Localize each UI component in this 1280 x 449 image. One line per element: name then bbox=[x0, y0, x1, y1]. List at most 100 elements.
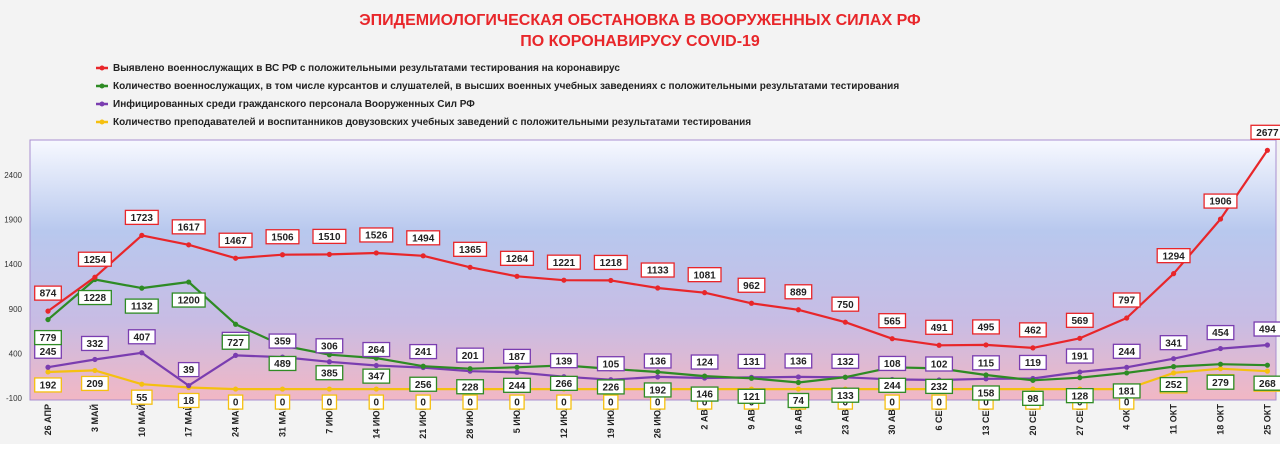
data-label-box bbox=[77, 251, 112, 267]
data-label-2-19: 102 bbox=[925, 356, 954, 372]
data-label-box bbox=[787, 392, 810, 409]
data-label-text: 1081 bbox=[693, 270, 716, 281]
data-label-box bbox=[925, 319, 954, 335]
data-label-box bbox=[77, 289, 112, 306]
data-label-1-15: 121 bbox=[737, 388, 766, 404]
data-label-box bbox=[274, 394, 291, 410]
data-point bbox=[279, 386, 286, 392]
data-label-text: 727 bbox=[227, 338, 244, 349]
data-label-text: 252 bbox=[1165, 380, 1182, 391]
data-label-0-4: 1467 bbox=[218, 232, 253, 248]
data-label-text: 0 bbox=[608, 398, 614, 409]
data-label-box bbox=[972, 385, 1000, 401]
data-label-2-14: 124 bbox=[690, 354, 719, 370]
data-label-box bbox=[643, 382, 672, 398]
data-label-1-24: 252 bbox=[1159, 376, 1188, 393]
data-label-box bbox=[878, 377, 907, 393]
data-label-box bbox=[227, 394, 244, 410]
data-label-text: 102 bbox=[931, 360, 948, 371]
data-label-2-5: 359 bbox=[268, 333, 297, 349]
data-label-3-8: 0 bbox=[415, 394, 431, 410]
data-point bbox=[92, 274, 98, 280]
data-label-box bbox=[687, 267, 722, 283]
x-tick-label-9: 28 ИЮН bbox=[465, 404, 475, 439]
data-label-1-10: 244 bbox=[503, 377, 531, 393]
data-label-1-0: 779 bbox=[34, 329, 62, 346]
data-point bbox=[186, 383, 192, 389]
data-label-text: 115 bbox=[978, 358, 995, 369]
x-tick-label-4: 24 МАЙ bbox=[230, 404, 241, 437]
data-label-text: 0 bbox=[1124, 398, 1130, 409]
x-tick-label-15: 9 АВГ bbox=[747, 404, 757, 430]
data-label-box bbox=[1065, 312, 1094, 328]
data-point bbox=[608, 277, 614, 284]
data-label-box bbox=[690, 354, 719, 370]
data-label-0-1: 1254 bbox=[77, 251, 112, 267]
data-label-box bbox=[1018, 354, 1047, 371]
data-label-0-23: 797 bbox=[1112, 292, 1141, 308]
data-label-text: 209 bbox=[87, 379, 104, 390]
y-tick-label-0: -100 bbox=[6, 394, 23, 403]
data-label-3-5: 0 bbox=[274, 394, 291, 410]
data-label-box bbox=[312, 228, 347, 245]
legend: Выявлено военнослужащих в ВС РФ с положи… bbox=[96, 63, 899, 128]
data-label-box bbox=[177, 361, 200, 378]
data-point bbox=[1124, 364, 1130, 370]
data-label-text: 226 bbox=[602, 383, 619, 394]
data-label-text: 495 bbox=[978, 323, 995, 334]
data-point bbox=[983, 342, 989, 348]
x-tick-label-1: 3 МАЙ bbox=[89, 404, 100, 432]
data-point bbox=[748, 300, 755, 306]
y-tick-label-1: 400 bbox=[9, 349, 23, 358]
data-label-0-3: 1617 bbox=[171, 219, 206, 235]
data-label-box bbox=[1065, 348, 1094, 364]
data-label-box bbox=[831, 387, 860, 403]
legend-marker-0 bbox=[99, 65, 105, 71]
data-label-1-2: 1132 bbox=[124, 298, 159, 314]
chart-subtitle: ПО КОРОНАВИРУСУ COVID-19 bbox=[520, 33, 760, 50]
data-label-box bbox=[831, 296, 860, 312]
data-label-box bbox=[546, 254, 581, 270]
data-label-3-10: 0 bbox=[509, 394, 525, 410]
data-label-text: 797 bbox=[1118, 296, 1135, 307]
data-label-box bbox=[1065, 388, 1094, 404]
data-point bbox=[1171, 370, 1177, 376]
data-label-text: 241 bbox=[415, 347, 432, 358]
data-label-1-13: 192 bbox=[643, 382, 672, 398]
data-label-0-2: 1723 bbox=[124, 209, 159, 226]
data-label-text: 359 bbox=[274, 337, 291, 348]
data-label-1-8: 256 bbox=[409, 376, 438, 392]
data-label-2-11: 139 bbox=[549, 353, 578, 369]
data-point bbox=[655, 285, 661, 291]
data-label-3-18: 0 bbox=[884, 394, 900, 410]
legend-marker-1 bbox=[99, 83, 105, 89]
data-label-text: 750 bbox=[837, 300, 854, 311]
data-label-2-1: 332 bbox=[80, 335, 109, 352]
data-point bbox=[655, 369, 661, 375]
data-label-text: 74 bbox=[793, 396, 805, 407]
data-label-text: 1294 bbox=[1162, 251, 1185, 262]
data-label-text: 264 bbox=[368, 345, 385, 356]
data-label-0-9: 1365 bbox=[453, 241, 488, 257]
data-point bbox=[1124, 315, 1130, 321]
data-point bbox=[795, 374, 802, 380]
x-tick-label-26: 25 ОКТ bbox=[1262, 404, 1272, 435]
data-label-box bbox=[34, 377, 62, 393]
data-label-text: 306 bbox=[321, 341, 338, 352]
data-label-box bbox=[925, 378, 954, 395]
data-label-text: 121 bbox=[743, 392, 760, 403]
data-label-text: 0 bbox=[374, 398, 380, 409]
data-label-text: 347 bbox=[368, 372, 385, 383]
data-point bbox=[233, 321, 239, 327]
data-label-box bbox=[456, 379, 485, 395]
data-label-text: 108 bbox=[884, 359, 901, 370]
data-label-1-1: 1228 bbox=[77, 289, 112, 306]
data-label-text: 244 bbox=[509, 381, 526, 392]
data-label-0-20: 495 bbox=[972, 319, 1000, 335]
data-point bbox=[983, 372, 989, 378]
y-tick-label-5: 2400 bbox=[4, 171, 22, 180]
data-point bbox=[983, 376, 989, 382]
data-label-0-17: 750 bbox=[831, 296, 860, 312]
data-label-3-2: 55 bbox=[130, 389, 153, 405]
data-point bbox=[1217, 366, 1224, 372]
